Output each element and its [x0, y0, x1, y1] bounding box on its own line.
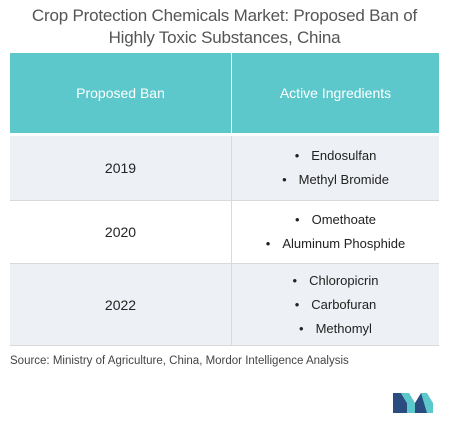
year-cell: 2022: [10, 264, 232, 345]
bullet-icon: •: [292, 272, 298, 288]
bullet-icon: •: [294, 148, 300, 163]
ingredients-cell: • Chloropicrin • Carbofuran • Methomyl: [232, 264, 439, 345]
year-cell: 2019: [10, 136, 232, 200]
list-item: • Omethoate: [266, 212, 405, 228]
list-item: • Endosulfan: [282, 148, 389, 164]
ingredient-name: Aluminum Phosphide: [282, 236, 406, 251]
header-active-ingredients: Active Ingredients: [279, 85, 392, 101]
ingredient-list: • Endosulfan • Methyl Bromide: [282, 140, 389, 196]
title-line-1: Crop Protection Chemicals Market: Propos…: [31, 6, 418, 25]
bullet-icon: •: [295, 212, 300, 227]
ingredient-name: Omethoate: [311, 212, 376, 227]
title-line-2: Highly Toxic Substances, China: [108, 28, 341, 47]
bullet-icon: •: [299, 320, 304, 336]
ban-table: Proposed Ban Active Ingredients 2019 • En…: [10, 53, 439, 346]
header-proposed-ban: Proposed Ban: [10, 53, 232, 133]
ingredient-name: Chloropicrin: [309, 272, 379, 288]
table-row: 2020 • Omethoate • Aluminum Phosphide: [10, 201, 439, 264]
list-item: • Carbofuran: [293, 297, 379, 313]
page-title: Crop Protection Chemicals Market: Propos…: [0, 5, 449, 49]
table-row: 2019 • Endosulfan • Methyl Bromide: [10, 133, 439, 201]
ingredient-list: • Omethoate • Aluminum Phosphide: [266, 204, 405, 260]
mordor-intelligence-logo-icon: [393, 393, 433, 413]
list-item: • Methyl Bromide: [282, 172, 389, 188]
ingredient-list: • Chloropicrin • Carbofuran • Methomyl: [293, 265, 379, 345]
ingredient-name: Methyl Bromide: [298, 172, 389, 187]
bullet-icon: •: [265, 236, 271, 251]
ingredient-name: Methomyl: [315, 320, 372, 336]
list-item: • Aluminum Phosphide: [266, 236, 405, 252]
table-row: 2022 • Chloropicrin • Carbofuran • Methomyl: [10, 264, 439, 346]
year-cell: 2020: [10, 201, 232, 263]
ingredients-cell: • Omethoate • Aluminum Phosphide: [232, 201, 439, 263]
bullet-icon: •: [282, 172, 287, 187]
ingredient-name: Carbofuran: [311, 296, 377, 312]
list-item: • Methomyl: [293, 321, 379, 337]
ingredients-cell: • Endosulfan • Methyl Bromide: [232, 136, 439, 200]
list-item: • Chloropicrin: [293, 273, 379, 289]
bullet-icon: •: [294, 296, 300, 312]
source-note: Source: Ministry of Agriculture, China, …: [10, 355, 349, 367]
ingredient-name: Endosulfan: [311, 148, 377, 163]
table-header-row: Proposed Ban Active Ingredients: [10, 53, 439, 133]
